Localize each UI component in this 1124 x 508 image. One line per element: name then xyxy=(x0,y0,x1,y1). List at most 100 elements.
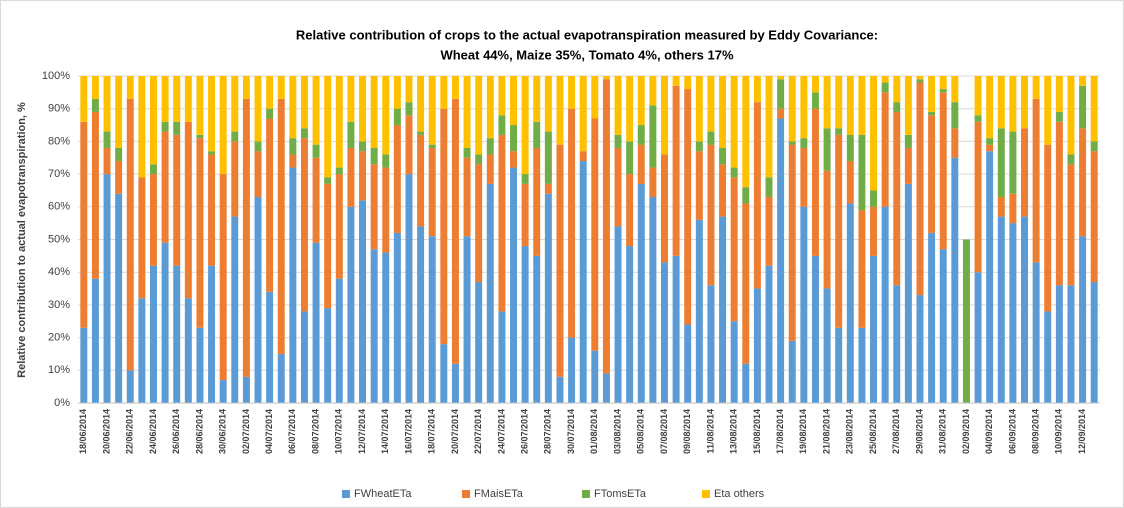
bar-segment xyxy=(939,249,947,403)
x-tick-label: 23/08/2014 xyxy=(845,409,855,454)
bar-segment xyxy=(393,125,401,233)
bar-segment xyxy=(916,295,924,403)
bar-segment xyxy=(742,187,750,204)
bar-segment xyxy=(684,324,692,403)
bar-segment xyxy=(1067,164,1075,286)
bar-segment xyxy=(602,373,610,403)
bar-segment xyxy=(382,167,390,253)
bar-segment xyxy=(184,76,192,122)
bar-segment xyxy=(1079,76,1087,86)
bar-segment xyxy=(579,161,587,403)
bar-segment xyxy=(486,76,494,139)
bar-segment xyxy=(730,177,738,322)
bar-segment xyxy=(1044,311,1052,403)
y-tick-label: 10% xyxy=(48,364,70,376)
bar-segment xyxy=(208,265,216,403)
bar-segment xyxy=(103,147,111,175)
bar-segment xyxy=(335,76,343,168)
bar-segment xyxy=(335,174,343,279)
bar-segment xyxy=(475,154,483,165)
bar-segment xyxy=(788,76,796,142)
bar-segment xyxy=(266,118,274,292)
bar-segment xyxy=(289,154,297,168)
bar-segment xyxy=(208,154,216,266)
bar-segment xyxy=(184,298,192,403)
x-tick-label: 29/08/2014 xyxy=(914,409,924,454)
legend-swatch xyxy=(702,490,710,498)
bar-segment xyxy=(974,76,982,116)
bar-segment xyxy=(254,196,262,403)
bar-segment xyxy=(777,108,785,119)
bar-segment xyxy=(591,76,599,119)
bar-segment xyxy=(405,115,413,175)
bar-segment xyxy=(719,76,727,148)
bar-segment xyxy=(161,121,169,132)
y-tick-label: 90% xyxy=(48,103,70,115)
bar-segment xyxy=(382,154,390,168)
bar-segment xyxy=(986,151,994,403)
bar-segment xyxy=(91,278,99,403)
bar-segment xyxy=(1009,131,1017,194)
bar-segment xyxy=(742,76,750,188)
bar-segment xyxy=(289,138,297,155)
bar-segment xyxy=(1079,85,1087,129)
bar-segment xyxy=(475,76,483,155)
x-tick-label: 19/08/2014 xyxy=(798,409,808,454)
bar-segment xyxy=(730,76,738,168)
bar-segment xyxy=(672,85,680,256)
bar-segment xyxy=(173,134,181,266)
bar-segment xyxy=(324,177,332,184)
bar-segment xyxy=(846,203,854,403)
bar-segment xyxy=(150,265,157,403)
x-tick-label: 03/08/2014 xyxy=(612,409,622,454)
bar-segment xyxy=(602,76,610,80)
bar-segment xyxy=(196,327,204,403)
bar-segment xyxy=(672,76,680,86)
bar-segment xyxy=(161,131,169,243)
bar-segment xyxy=(1055,121,1063,286)
bar-segment xyxy=(649,105,657,168)
bar-segment xyxy=(533,121,541,148)
x-tick-label: 05/08/2014 xyxy=(636,409,646,454)
bar-segment xyxy=(1044,144,1052,312)
x-tick-label: 11/08/2014 xyxy=(705,409,715,454)
bar-segment xyxy=(1067,154,1075,165)
bar-segment xyxy=(521,183,529,247)
bar-segment xyxy=(835,128,843,135)
bar-segment xyxy=(533,255,541,403)
bar-segment xyxy=(428,144,436,148)
bar-segment xyxy=(486,183,494,403)
bar-segment xyxy=(591,118,599,351)
legend-swatch xyxy=(582,490,590,498)
bar-segment xyxy=(637,144,645,184)
bar-segment xyxy=(544,193,552,403)
bar-segment xyxy=(986,76,994,139)
bar-segment xyxy=(382,252,390,403)
bar-segment xyxy=(103,131,111,148)
legend-label: FWheatETa xyxy=(354,488,412,500)
bar-segment xyxy=(753,288,761,403)
bar-segment xyxy=(800,206,808,403)
bar-segment xyxy=(289,167,297,403)
y-axis-label: Relative contribution to actual evapotra… xyxy=(16,102,28,378)
x-tick-label: 04/09/2014 xyxy=(984,409,994,454)
bar-segment xyxy=(359,151,367,201)
bar-segment xyxy=(637,76,645,126)
bar-segment xyxy=(498,115,506,135)
bar-segment xyxy=(765,177,773,197)
x-tick-label: 13/08/2014 xyxy=(729,409,739,454)
bar-segment xyxy=(719,147,727,165)
bar-segment xyxy=(765,76,773,178)
bar-segment xyxy=(672,255,680,403)
bar-segment xyxy=(150,164,157,175)
x-tick-label: 27/08/2014 xyxy=(891,409,901,454)
x-tick-label: 28/07/2014 xyxy=(543,409,553,454)
bar-segment xyxy=(521,174,529,184)
bar-segment xyxy=(904,134,912,148)
bar-segment xyxy=(126,76,134,99)
bar-segment xyxy=(823,170,831,289)
bar-segment xyxy=(823,288,831,403)
x-tick-label: 26/07/2014 xyxy=(520,409,530,454)
bar-segment xyxy=(370,147,378,165)
bar-segment xyxy=(405,174,413,403)
